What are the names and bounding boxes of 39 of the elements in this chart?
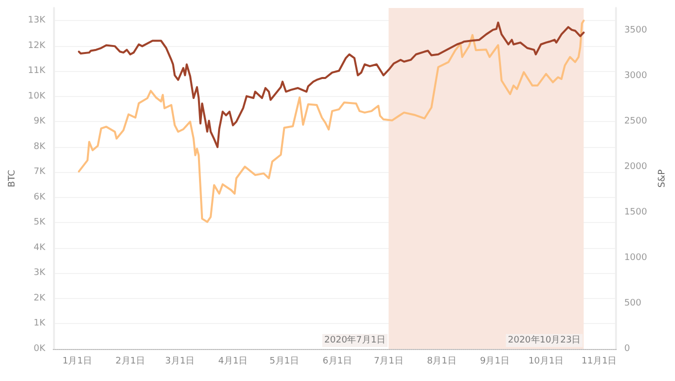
x-tick-label: 8月1日 — [426, 356, 456, 366]
y2-tick-label: 1500 — [624, 208, 648, 218]
y-tick-label: 10K — [28, 91, 46, 102]
y-tick-label: 13K — [28, 16, 46, 26]
annotation: 2020年10月23日 — [508, 334, 581, 346]
y2-tick-label: 1000 — [624, 253, 648, 264]
y-tick-label: 6K — [34, 192, 46, 202]
x-tick-label: 10月1日 — [528, 356, 564, 366]
x-tick-label: 7月1日 — [374, 356, 404, 366]
y-tick-label: 8K — [34, 142, 46, 152]
y2-tick-label: 2500 — [624, 116, 648, 127]
x-tick-label: 5月1日 — [270, 356, 299, 366]
x-tick-label: 9月1日 — [480, 356, 510, 366]
y-tick-label: 11K — [28, 66, 46, 76]
x-tick-label: 3月1日 — [165, 356, 195, 366]
x-tick-label: 1月1日 — [62, 356, 92, 366]
y2-tick-label: 500 — [624, 298, 642, 309]
y2-axis-title: S&P — [658, 168, 668, 188]
y2-tick-label: 2000 — [624, 162, 648, 172]
y-tick-label: 12K — [28, 40, 46, 51]
x-tick-label: 6月1日 — [322, 356, 352, 366]
y-tick-label: 2K — [34, 293, 46, 304]
y2-tick-label: 3000 — [624, 71, 648, 82]
y2-tick-label: 0 — [624, 344, 630, 354]
x-tick-label: 2月1日 — [116, 356, 145, 366]
y-tick-label: 3K — [34, 268, 46, 278]
y-tick-label: 4K — [34, 242, 46, 253]
y-tick-label: 5K — [34, 218, 46, 228]
line-series — [78, 20, 585, 223]
y-tick-label: 9K — [34, 116, 46, 127]
y-tick-label: 0K — [34, 344, 46, 354]
y-tick-label: 7K — [34, 167, 46, 178]
y2-tick-label: 3500 — [624, 26, 648, 36]
y-axis-title: BTC — [8, 170, 18, 188]
x-tick-label: 4月1日 — [218, 356, 248, 366]
x-tick-label: 11月1日 — [581, 356, 617, 366]
y-tick-label: 1K — [34, 318, 46, 329]
line-series — [78, 22, 585, 148]
annotation: 2020年7月1日 — [324, 334, 386, 346]
